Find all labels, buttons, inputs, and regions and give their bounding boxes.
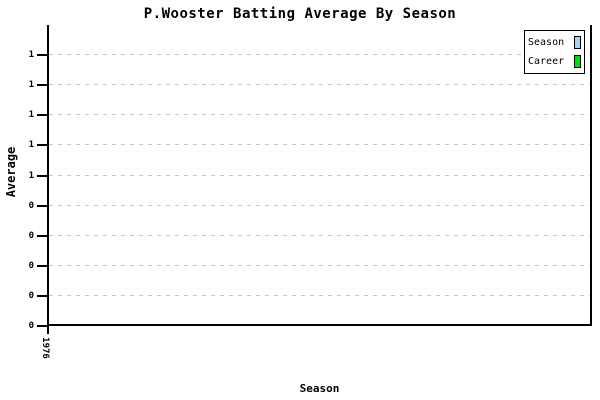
y-tick-label: 0 — [28, 261, 34, 271]
gridline — [49, 295, 590, 296]
legend-label-career: Career — [528, 55, 565, 67]
legend-item-season: Season — [528, 34, 581, 51]
y-tick-mark — [37, 295, 49, 297]
legend-box: Season Career — [524, 30, 585, 74]
legend-swatch-career — [574, 55, 581, 68]
y-tick-mark — [37, 205, 49, 207]
x-tick-label-1976: 1976 — [40, 337, 50, 359]
legend-label-season: Season — [528, 36, 565, 48]
gridline — [49, 144, 590, 145]
y-tick-mark — [37, 325, 49, 327]
y-tick-mark — [37, 265, 49, 267]
x-axis-title: Season — [299, 382, 340, 395]
y-tick-mark — [37, 235, 49, 237]
gridline — [49, 265, 590, 266]
y-axis-title: Average — [4, 146, 18, 198]
gridline — [49, 114, 590, 115]
y-tick-label: 0 — [28, 321, 34, 331]
y-tick-label: 1 — [28, 171, 34, 181]
gridline — [49, 84, 590, 85]
y-tick-mark — [37, 114, 49, 116]
chart-title: P.Wooster Batting Average By Season — [143, 6, 457, 22]
y-tick-mark — [37, 54, 49, 56]
y-tick-label: 0 — [28, 231, 34, 241]
y-tick-mark — [37, 144, 49, 146]
gridline — [49, 235, 590, 236]
y-tick-label: 0 — [28, 201, 34, 211]
y-tick-label: 0 — [28, 291, 34, 301]
x-tick-mark-1976 — [47, 326, 49, 334]
gridline — [49, 54, 590, 55]
y-tick-mark — [37, 175, 49, 177]
y-tick-label: 1 — [28, 50, 34, 60]
gridline — [49, 205, 590, 206]
y-tick-mark — [37, 84, 49, 86]
y-tick-label: 1 — [28, 80, 34, 90]
legend-swatch-season — [574, 36, 581, 49]
legend-item-career: Career — [528, 53, 581, 70]
y-tick-label: 1 — [28, 110, 34, 120]
y-tick-label: 1 — [28, 140, 34, 150]
gridline — [49, 175, 590, 176]
